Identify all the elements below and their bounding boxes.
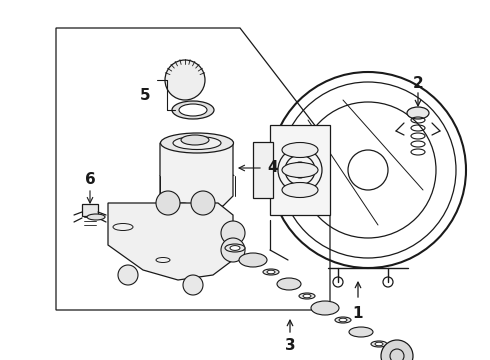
Ellipse shape	[267, 270, 275, 274]
Ellipse shape	[87, 214, 105, 220]
Ellipse shape	[173, 136, 221, 149]
Circle shape	[221, 238, 245, 262]
Ellipse shape	[339, 318, 347, 322]
Ellipse shape	[371, 341, 387, 347]
Ellipse shape	[161, 133, 234, 153]
Ellipse shape	[174, 203, 192, 213]
Text: 2: 2	[413, 76, 423, 90]
Circle shape	[292, 162, 308, 178]
Ellipse shape	[230, 246, 240, 251]
Text: 1: 1	[353, 306, 363, 320]
Circle shape	[221, 221, 245, 245]
Ellipse shape	[201, 203, 219, 213]
Ellipse shape	[335, 317, 351, 323]
Bar	[253, 142, 273, 198]
Ellipse shape	[277, 278, 301, 290]
Ellipse shape	[375, 342, 383, 346]
Circle shape	[156, 191, 180, 215]
Ellipse shape	[225, 244, 245, 252]
Ellipse shape	[311, 301, 339, 315]
Circle shape	[165, 60, 205, 100]
Ellipse shape	[299, 293, 315, 299]
Bar	[82, 204, 98, 216]
Text: 4: 4	[268, 161, 278, 175]
Ellipse shape	[282, 143, 318, 158]
Ellipse shape	[303, 294, 311, 298]
Text: 5: 5	[140, 87, 150, 103]
Ellipse shape	[172, 101, 214, 119]
Ellipse shape	[282, 183, 318, 198]
Ellipse shape	[181, 135, 209, 145]
Ellipse shape	[263, 269, 279, 275]
Circle shape	[381, 340, 413, 360]
Bar	[270, 125, 330, 215]
Text: 6: 6	[85, 172, 96, 188]
Circle shape	[191, 191, 215, 215]
Ellipse shape	[282, 162, 318, 177]
Circle shape	[183, 275, 203, 295]
Ellipse shape	[349, 327, 373, 337]
Circle shape	[118, 265, 138, 285]
Ellipse shape	[179, 104, 207, 116]
Ellipse shape	[239, 253, 267, 267]
Text: 3: 3	[285, 338, 295, 354]
Ellipse shape	[407, 107, 429, 119]
Polygon shape	[108, 203, 233, 280]
Polygon shape	[160, 143, 233, 206]
